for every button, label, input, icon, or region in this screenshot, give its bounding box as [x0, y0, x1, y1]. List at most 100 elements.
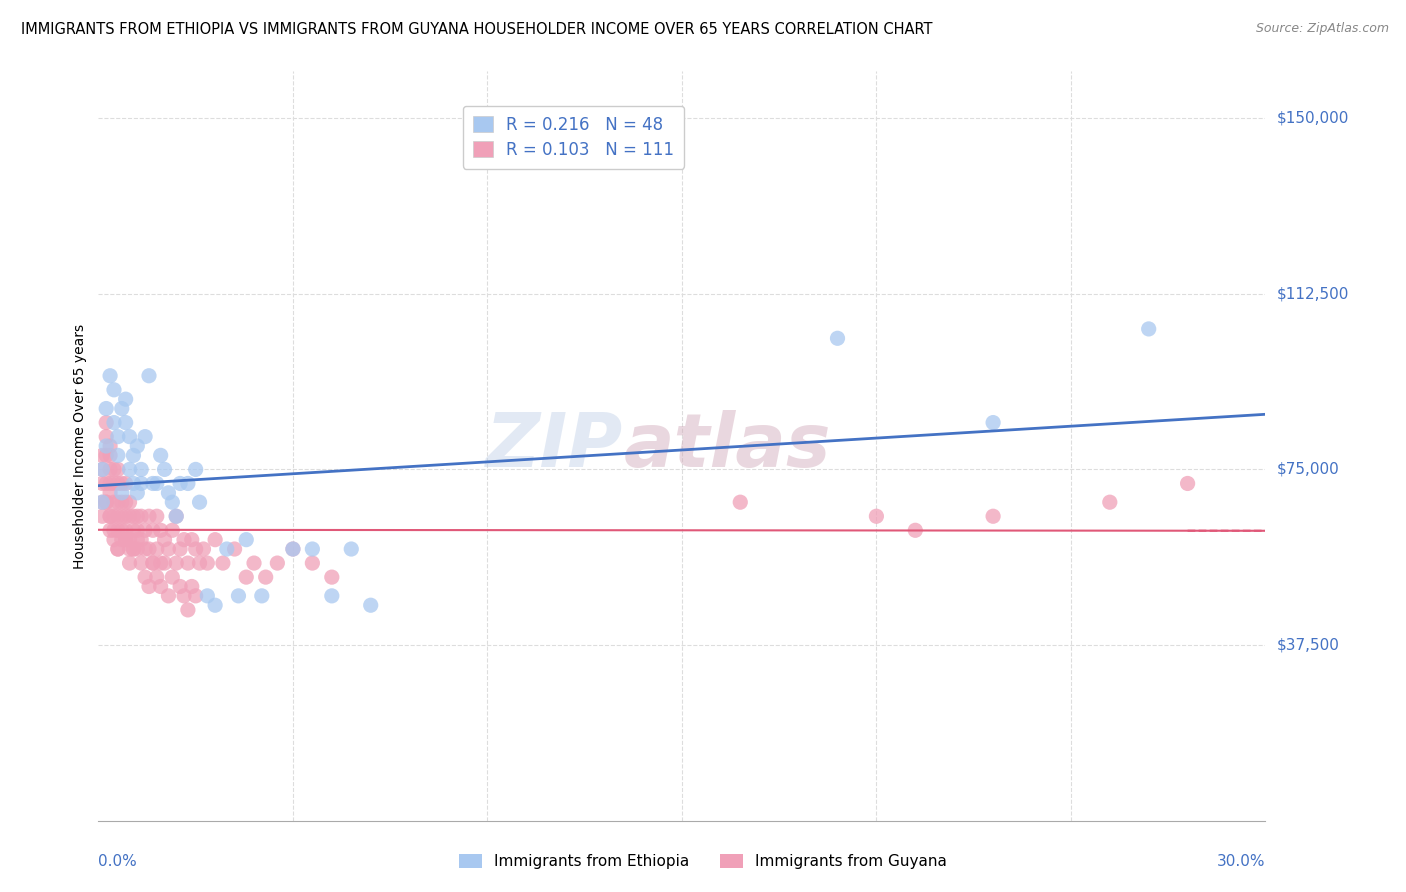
- Text: 30.0%: 30.0%: [1218, 855, 1265, 870]
- Legend: Immigrants from Ethiopia, Immigrants from Guyana: Immigrants from Ethiopia, Immigrants fro…: [453, 847, 953, 875]
- Point: [98, 476, 121, 491]
- Point: [118, 495, 141, 509]
- Point: [118, 509, 141, 524]
- Point: [103, 416, 125, 430]
- Point: [138, 509, 160, 524]
- Point: [321, 570, 343, 584]
- Point: [981, 416, 1004, 430]
- Text: 0.0%: 0.0%: [98, 855, 138, 870]
- Point: [173, 533, 195, 547]
- Point: [153, 533, 176, 547]
- Point: [184, 542, 207, 557]
- Point: [129, 462, 152, 476]
- Point: [107, 449, 129, 463]
- Point: [127, 523, 149, 537]
- Point: [243, 556, 266, 570]
- Point: [111, 401, 134, 416]
- Point: [103, 495, 125, 509]
- Text: $75,000: $75,000: [1277, 462, 1340, 477]
- Point: [122, 542, 145, 557]
- Point: [188, 556, 211, 570]
- Point: [96, 401, 118, 416]
- Point: [107, 430, 129, 444]
- Point: [360, 599, 382, 613]
- Point: [204, 599, 226, 613]
- Point: [142, 556, 165, 570]
- Point: [107, 523, 129, 537]
- Point: [1098, 495, 1121, 509]
- Point: [228, 589, 250, 603]
- Point: [235, 570, 257, 584]
- Point: [149, 580, 172, 594]
- Point: [981, 509, 1004, 524]
- Point: [142, 556, 165, 570]
- Point: [122, 476, 145, 491]
- Point: [184, 589, 207, 603]
- Point: [107, 542, 129, 557]
- Point: [118, 542, 141, 557]
- Point: [96, 439, 118, 453]
- Point: [254, 570, 277, 584]
- Text: atlas: atlas: [624, 409, 831, 483]
- Point: [177, 603, 200, 617]
- Point: [138, 580, 160, 594]
- Point: [149, 449, 172, 463]
- Point: [149, 556, 172, 570]
- Point: [127, 485, 149, 500]
- Point: [235, 533, 257, 547]
- Point: [107, 542, 129, 557]
- Point: [111, 523, 134, 537]
- Point: [107, 509, 129, 524]
- Point: [301, 556, 323, 570]
- Point: [91, 449, 114, 463]
- Point: [96, 495, 118, 509]
- Point: [193, 542, 215, 557]
- Point: [157, 485, 180, 500]
- Point: [169, 580, 191, 594]
- Point: [177, 556, 200, 570]
- Point: [103, 509, 125, 524]
- Point: [904, 523, 927, 537]
- Point: [162, 495, 184, 509]
- Point: [107, 462, 129, 476]
- Point: [111, 533, 134, 547]
- Point: [281, 542, 304, 557]
- Point: [169, 542, 191, 557]
- Point: [180, 580, 202, 594]
- Legend: R = 0.216   N = 48, R = 0.103   N = 111: R = 0.216 N = 48, R = 0.103 N = 111: [463, 106, 683, 169]
- Point: [157, 589, 180, 603]
- Text: $112,500: $112,500: [1277, 286, 1348, 301]
- Point: [195, 589, 218, 603]
- Point: [107, 495, 129, 509]
- Point: [114, 416, 136, 430]
- Point: [91, 462, 114, 476]
- Point: [865, 509, 887, 524]
- Point: [138, 368, 160, 383]
- Point: [321, 589, 343, 603]
- Point: [96, 476, 118, 491]
- Point: [153, 462, 176, 476]
- Point: [266, 556, 288, 570]
- Text: Source: ZipAtlas.com: Source: ZipAtlas.com: [1256, 22, 1389, 36]
- Point: [188, 495, 211, 509]
- Point: [127, 439, 149, 453]
- Point: [215, 542, 238, 557]
- Point: [129, 533, 152, 547]
- Point: [134, 523, 156, 537]
- Point: [173, 589, 195, 603]
- Point: [157, 542, 180, 557]
- Point: [118, 462, 141, 476]
- Point: [111, 495, 134, 509]
- Point: [165, 556, 187, 570]
- Point: [162, 570, 184, 584]
- Point: [165, 509, 187, 524]
- Point: [146, 476, 169, 491]
- Point: [98, 439, 121, 453]
- Point: [129, 476, 152, 491]
- Point: [103, 523, 125, 537]
- Point: [91, 495, 114, 509]
- Point: [114, 509, 136, 524]
- Point: [98, 462, 121, 476]
- Text: ZIP: ZIP: [486, 409, 624, 483]
- Point: [98, 449, 121, 463]
